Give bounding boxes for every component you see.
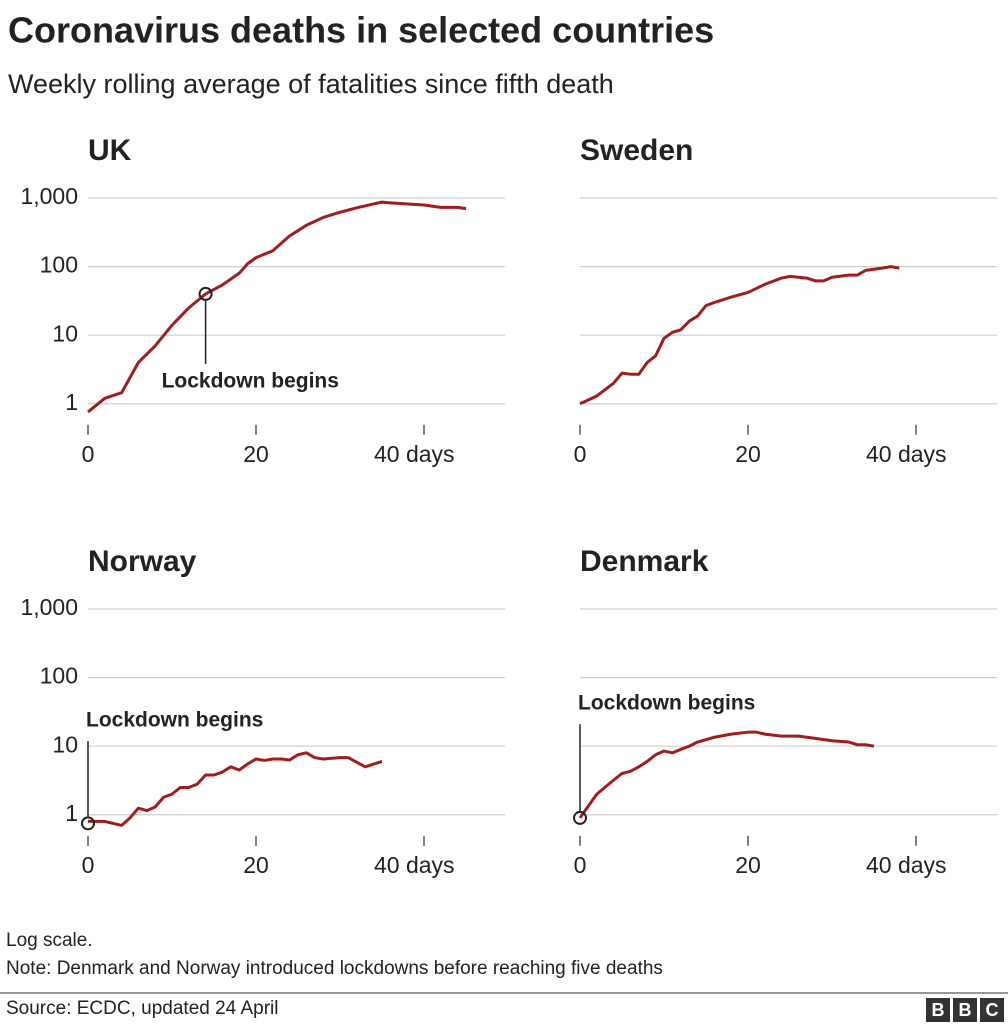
data-line — [88, 751, 383, 827]
y-tick-label: 10 — [52, 320, 78, 346]
x-tick-label: 20 — [735, 852, 761, 878]
x-tick-label: 0 — [82, 852, 95, 878]
y-tick-label: 100 — [40, 252, 78, 278]
annotation-label: Lockdown begins — [162, 369, 339, 392]
note: Log scale. — [6, 930, 93, 951]
chart-subtitle: Weekly rolling average of fatalities sin… — [8, 69, 614, 99]
source: Source: ECDC, updated 24 April — [6, 998, 279, 1019]
annotation-marker — [81, 816, 95, 831]
x-tick-label: 20 — [243, 852, 269, 878]
x-tick-label: 40 days — [374, 852, 455, 878]
logo-letter: B — [959, 1000, 972, 1020]
data-line — [87, 200, 467, 414]
panel-title: UK — [88, 134, 132, 167]
logo-letter: C — [986, 1000, 999, 1020]
y-tick-label: 1,000 — [20, 594, 78, 620]
annotation-marker — [198, 286, 213, 301]
y-tick-label: 10 — [52, 731, 78, 757]
data-line — [579, 265, 900, 406]
logo-box — [980, 998, 1004, 1022]
x-tick-label: 20 — [735, 441, 761, 467]
annotation-marker — [573, 810, 587, 825]
x-tick-label: 0 — [574, 441, 587, 467]
annotation-label: Lockdown begins — [86, 709, 263, 732]
x-tick-label: 40 days — [374, 441, 455, 467]
chart-title: Coronavirus deaths in selected countries — [8, 10, 714, 51]
x-tick-label: 0 — [574, 852, 587, 878]
annotation-label: Lockdown begins — [578, 692, 755, 715]
x-tick-label: 20 — [243, 441, 269, 467]
x-tick-label: 40 days — [866, 852, 947, 878]
logo-box — [953, 998, 977, 1022]
logo-letter: B — [932, 1000, 945, 1020]
note: Note: Denmark and Norway introduced lock… — [6, 958, 663, 979]
panel-title: Norway — [88, 545, 197, 578]
y-tick-label: 1,000 — [20, 183, 78, 209]
x-tick-label: 40 days — [866, 441, 947, 467]
y-tick-label: 100 — [40, 663, 78, 689]
data-line — [578, 730, 875, 819]
panel-title: Sweden — [580, 134, 693, 167]
logo-box — [926, 998, 950, 1022]
y-tick-label: 1 — [65, 800, 78, 826]
y-tick-label: 1 — [65, 389, 78, 415]
x-tick-label: 0 — [82, 441, 95, 467]
panel-title: Denmark — [580, 545, 709, 578]
